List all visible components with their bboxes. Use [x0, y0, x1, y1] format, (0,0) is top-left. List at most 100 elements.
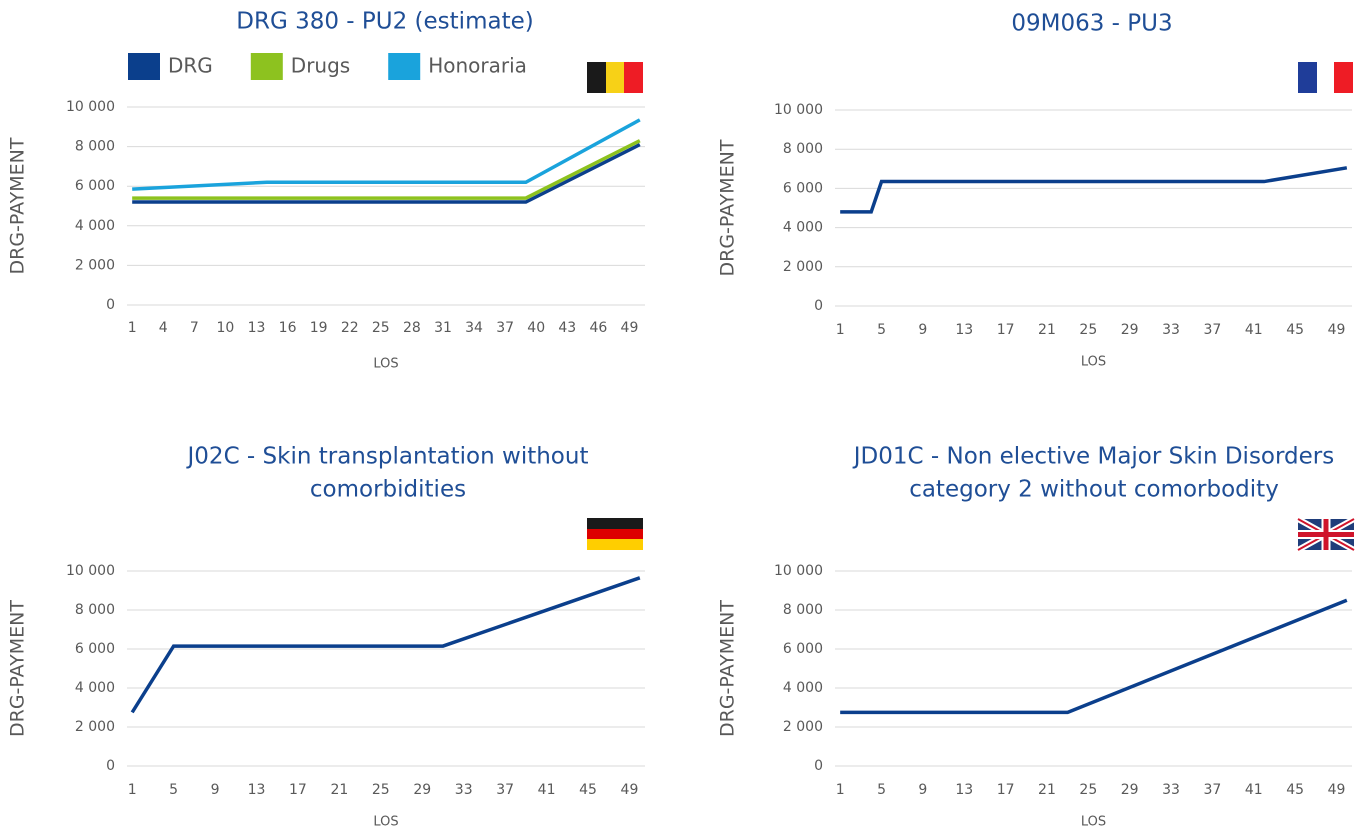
x-tick-label: 5	[169, 782, 178, 798]
x-tick-label: 31	[434, 320, 452, 336]
y-tick-label: 0	[106, 758, 115, 774]
x-tick-label: 45	[579, 782, 597, 798]
y-tick-label: 8 000	[783, 141, 823, 157]
x-tick-label: 37	[1203, 782, 1221, 798]
y-tick-label: 10 000	[774, 102, 823, 118]
y-tick-label: 6 000	[75, 641, 115, 657]
y-tick-label: 2 000	[75, 257, 115, 273]
chart-title: JD01C - Non elective Major Skin Disorder…	[852, 444, 1334, 470]
y-tick-label: 8 000	[783, 602, 823, 618]
x-tick-label: 9	[918, 322, 927, 338]
x-tick-label: 33	[455, 782, 473, 798]
x-tick-label: 41	[1245, 322, 1263, 338]
line	[130, 576, 641, 714]
x-tick-label: 1	[836, 322, 845, 338]
x-tick-label: 25	[372, 782, 390, 798]
x-tick-label: 10	[217, 320, 235, 336]
x-axis-label: LOS	[1081, 355, 1106, 370]
x-tick-label: 1	[836, 782, 845, 798]
line	[132, 139, 641, 200]
x-tick-label: 46	[589, 320, 607, 336]
y-tick-label: 10 000	[66, 563, 115, 579]
x-tick-label: 1	[128, 320, 137, 336]
flag-germany	[587, 518, 643, 550]
x-tick-label: 33	[1162, 322, 1180, 338]
x-tick-label: 49	[1328, 322, 1346, 338]
y-tick-label: 0	[814, 298, 823, 314]
x-tick-label: 25	[1079, 782, 1097, 798]
flag-france	[1298, 62, 1353, 93]
x-tick-label: 43	[558, 320, 576, 336]
flag-uk	[1296, 516, 1356, 553]
x-tick-label: 9	[918, 782, 927, 798]
y-tick-label: 8 000	[75, 602, 115, 618]
x-tick-label: 16	[279, 320, 297, 336]
x-tick-label: 29	[1121, 782, 1139, 798]
legend-swatch	[388, 53, 421, 80]
x-tick-label: 21	[330, 782, 348, 798]
y-tick-label: 6 000	[783, 180, 823, 196]
y-tick-label: 6 000	[783, 641, 823, 657]
x-axis-label: LOS	[373, 815, 398, 830]
y-tick-label: 2 000	[783, 719, 823, 735]
x-tick-label: 4	[159, 320, 168, 336]
y-tick-label: 10 000	[774, 563, 823, 579]
legend-swatch	[250, 53, 283, 80]
x-tick-label: 41	[538, 782, 556, 798]
x-tick-label: 5	[877, 782, 886, 798]
y-tick-label: 6 000	[75, 178, 115, 194]
y-tick-label: 0	[106, 297, 115, 313]
x-tick-label: 29	[413, 782, 431, 798]
x-tick-label: 41	[1245, 782, 1263, 798]
x-tick-label: 21	[1038, 782, 1056, 798]
y-tick-label: 2 000	[783, 259, 823, 275]
x-tick-label: 13	[955, 782, 973, 798]
x-tick-label: 34	[465, 320, 483, 336]
y-tick-label: 0	[814, 758, 823, 774]
x-tick-label: 45	[1286, 782, 1304, 798]
x-tick-label: 25	[1079, 322, 1097, 338]
x-tick-label: 29	[1121, 322, 1139, 338]
y-tick-label: 4 000	[75, 218, 115, 234]
chart-title: category 2 without comorbodity	[909, 477, 1279, 503]
y-tick-label: 4 000	[783, 680, 823, 696]
x-tick-label: 45	[1286, 322, 1304, 338]
x-tick-label: 22	[341, 320, 359, 336]
x-tick-label: 13	[248, 320, 266, 336]
y-tick-label: 8 000	[75, 139, 115, 155]
legend-label: Honoraria	[428, 54, 527, 78]
x-tick-label: 33	[1162, 782, 1180, 798]
x-axis-label: LOS	[373, 357, 398, 372]
x-tick-label: 49	[621, 320, 639, 336]
x-tick-label: 37	[1203, 322, 1221, 338]
y-tick-label: 10 000	[66, 99, 115, 115]
y-tick-label: 2 000	[75, 719, 115, 735]
x-tick-label: 25	[372, 320, 390, 336]
x-tick-label: 9	[211, 782, 220, 798]
legend-swatch	[128, 53, 160, 80]
y-axis-label: DRG-PAYMENT	[717, 139, 739, 276]
line	[132, 143, 641, 204]
line	[840, 166, 1348, 214]
x-tick-label: 17	[997, 782, 1015, 798]
chart-title: comorbidities	[310, 477, 466, 503]
line	[132, 118, 641, 191]
x-tick-label: 28	[403, 320, 421, 336]
x-tick-label: 40	[527, 320, 545, 336]
x-tick-label: 19	[310, 320, 328, 336]
y-tick-label: 4 000	[783, 220, 823, 236]
x-tick-label: 37	[496, 782, 514, 798]
line	[840, 598, 1348, 715]
x-axis-label: LOS	[1081, 815, 1106, 830]
x-tick-label: 17	[289, 782, 307, 798]
x-tick-label: 49	[1328, 782, 1346, 798]
x-tick-label: 13	[955, 322, 973, 338]
chart-title: 09M063 - PU3	[1011, 11, 1172, 37]
chart-title: DRG 380 - PU2 (estimate)	[236, 9, 533, 35]
x-tick-label: 7	[190, 320, 199, 336]
y-axis-label: DRG-PAYMENT	[717, 600, 739, 737]
x-tick-label: 49	[621, 782, 639, 798]
x-tick-label: 5	[877, 322, 886, 338]
y-axis-label: DRG-PAYMENT	[7, 600, 29, 737]
